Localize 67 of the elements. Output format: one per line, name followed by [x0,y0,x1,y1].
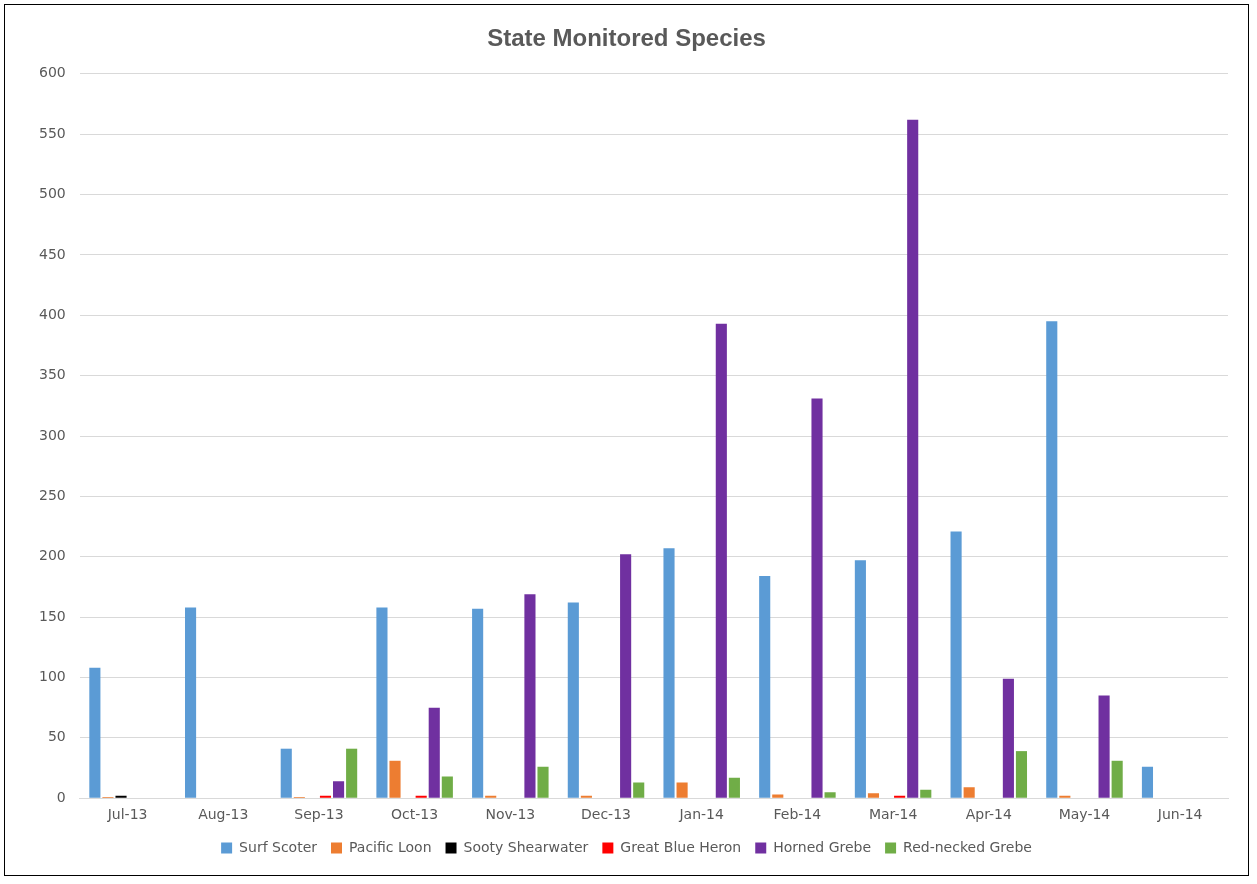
y-tick-label: 350 [38,366,66,383]
x-tick-label: Apr-14 [965,806,1012,823]
bar [537,766,549,798]
bar [676,782,688,798]
legend-label: Pacific Loon [349,838,432,855]
x-tick-label: Sep-13 [294,806,344,823]
bar [728,777,740,798]
bar [867,793,880,798]
bar [663,548,675,798]
bar [1046,321,1058,798]
bar [620,554,632,798]
bar [346,748,358,798]
bar [524,594,536,798]
bar [950,531,962,798]
y-tick-label: 0 [56,788,66,805]
legend-label: Surf Scoter [239,838,318,855]
x-tick-label: May-14 [1058,806,1111,823]
bar [472,608,484,798]
bar [389,760,401,798]
x-tick-label: Nov-13 [485,806,536,823]
bar [333,781,345,798]
x-tick-label: Oct-13 [391,806,439,823]
bar [280,748,292,798]
chart-title: State Monitored Species [487,24,766,52]
bar [185,607,197,798]
bar [854,560,866,798]
bar [376,607,388,798]
y-tick-label: 400 [38,305,66,322]
bar [428,707,440,798]
legend-label: Horned Grebe [773,838,872,855]
bar [811,398,823,798]
x-tick-label: Mar-14 [868,806,918,823]
y-tick-label: 450 [38,245,66,262]
bar [1015,751,1028,798]
bar [772,794,784,798]
legend-label: Great Blue Heron [620,838,742,855]
x-tick-label: Jul-13 [106,806,148,823]
bar [1111,760,1123,798]
y-tick-label: 500 [38,185,66,202]
bar [1002,678,1014,798]
bar [907,119,919,798]
bar [1098,695,1110,798]
y-tick-label: 550 [38,124,66,141]
bar [759,576,771,798]
bar [441,776,453,798]
bar [633,782,645,798]
bar [920,789,932,798]
legend-label: Red-necked Grebe [903,838,1032,855]
bar [715,323,727,798]
x-tick-label: Jun-14 [1156,806,1203,823]
bar [567,602,579,798]
y-tick-label: 200 [38,547,66,564]
y-tick-label: 600 [38,64,66,81]
bar [1141,766,1154,798]
bar [824,792,836,798]
bar [89,667,101,798]
bar [963,787,975,798]
legend-label: Sooty Shearwater [463,838,589,855]
y-tick-label: 250 [38,487,66,504]
y-tick-label: 50 [47,728,66,745]
x-tick-label: Aug-13 [198,806,249,823]
y-tick-label: 100 [38,668,66,685]
x-tick-label: Feb-14 [773,806,822,823]
y-tick-label: 150 [38,607,66,624]
y-tick-label: 300 [38,426,66,443]
x-tick-label: Jan-14 [678,806,725,823]
x-tick-label: Dec-13 [581,806,631,823]
